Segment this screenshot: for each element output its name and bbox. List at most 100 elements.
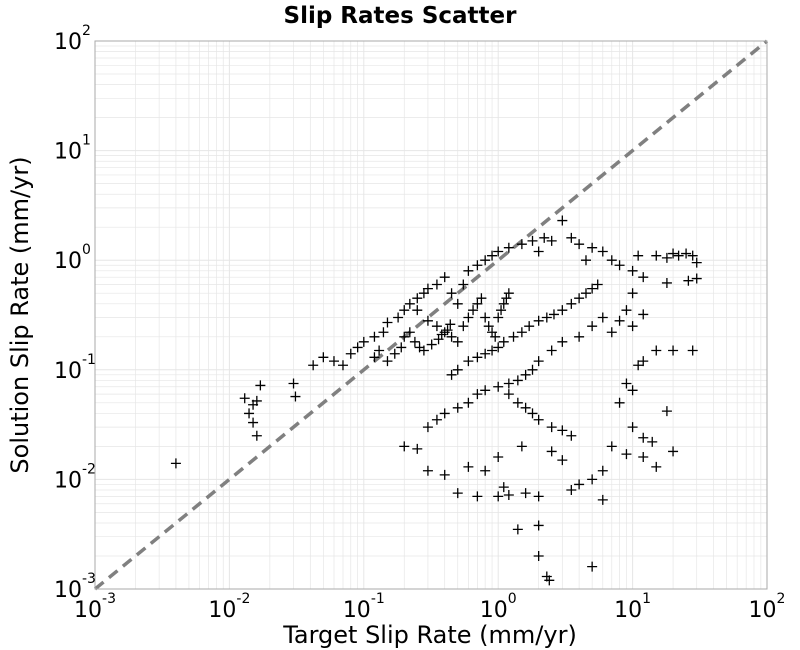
data-point [452,336,463,347]
data-point [524,321,535,332]
data-point [691,257,702,268]
data-point [533,315,544,326]
data-point [691,273,702,284]
data-point [661,277,672,288]
data-point [493,312,504,323]
data-point [592,279,603,290]
data-point [452,402,463,413]
data-point [476,293,487,304]
data-point [418,345,429,356]
chart-title: Slip Rates Scatter [284,3,518,29]
data-point [606,441,617,452]
data-point [487,250,498,261]
data-point [288,378,299,389]
data-point [463,265,474,276]
data-point [480,385,491,396]
data-point [374,345,385,356]
data-point [399,331,410,342]
x-tick-label: 100 [480,591,517,623]
data-point [480,312,491,323]
data-point [439,272,450,283]
data-point [597,312,608,323]
data-point [574,239,585,250]
data-point [533,520,544,531]
data-point [431,279,442,290]
data-point [533,491,544,502]
data-point [472,389,483,400]
data-point [493,381,504,392]
data-point [527,408,538,419]
data-point [446,288,457,299]
data-point [647,436,658,447]
data-point [512,397,523,408]
data-point [472,352,483,363]
data-point [566,298,577,309]
diagonal-dashed-line [93,39,769,591]
y-tick-label: 10-2 [54,461,96,493]
data-point [597,494,608,505]
x-tick-label: 10-3 [74,591,116,623]
data-point [442,325,453,336]
data-point [503,490,514,501]
data-point [483,321,494,332]
data-point [255,380,266,391]
data-point [668,345,679,356]
data-point [548,309,559,320]
data-point [472,260,483,271]
data-point [638,272,649,283]
data-point [539,232,550,243]
data-point [452,364,463,375]
data-point [463,397,474,408]
data-point [468,305,479,316]
data-point [687,345,698,356]
data-point [621,378,632,389]
data-point [651,345,662,356]
data-point [614,315,625,326]
reference-line [93,39,769,591]
data-point [516,441,527,452]
data-point [621,305,632,316]
data-point [651,461,662,472]
data-point [480,465,491,476]
data-point [627,288,638,299]
data-point [244,408,255,419]
data-point [345,348,356,359]
y-tick-label: 100 [54,242,91,274]
data-point [673,250,684,261]
data-point [463,461,474,472]
data-point [544,575,555,586]
data-point [638,432,649,443]
data-point [496,305,507,316]
data-point [422,283,433,294]
y-tick-label: 102 [54,23,91,55]
data-point [290,391,301,402]
data-point [422,315,433,326]
data-point [382,356,393,367]
data-point [503,242,514,253]
x-tick-label: 10-1 [343,591,385,623]
data-point [527,364,538,375]
data-point [541,312,552,323]
data-point [308,360,319,371]
data-point [436,329,447,340]
data-point [251,430,262,441]
data-point [557,455,568,466]
data-point [546,235,557,246]
data-point [493,491,504,502]
data-point [512,524,523,535]
data-point [687,250,698,261]
data-point [458,321,469,332]
data-point [661,406,672,417]
y-tick-label: 10-3 [54,571,96,603]
y-tick-label: 10-1 [54,352,96,384]
data-point [503,389,514,400]
data-point [606,255,617,266]
data-point [668,248,679,259]
data-point [597,465,608,476]
data-point [472,298,483,309]
x-tick-label: 101 [614,591,651,623]
data-point [446,331,457,342]
data-point [627,321,638,332]
data-point [431,414,442,425]
data-point [170,458,181,469]
